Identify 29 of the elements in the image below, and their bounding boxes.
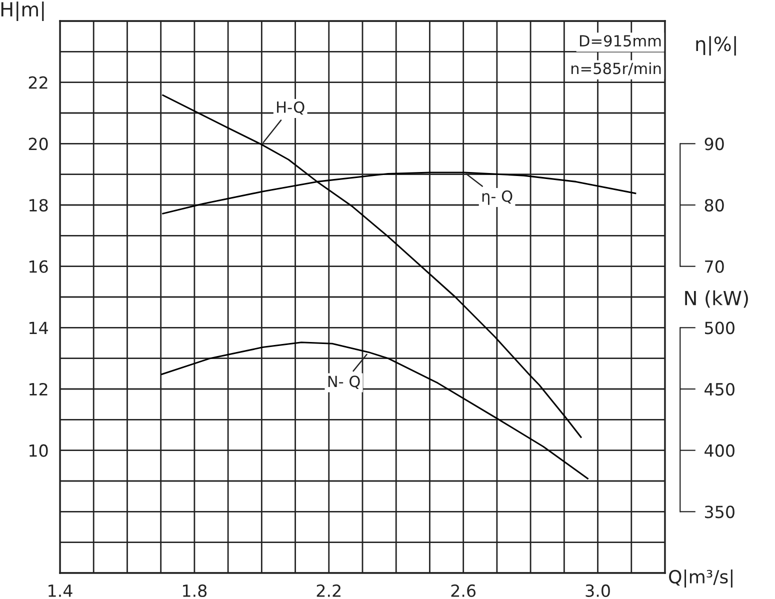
y2-tick-label: 90 [704,138,724,150]
y3-axis-title: N (kW) [685,290,748,308]
line-series [161,342,588,480]
y-axis-title: H|m| [1,2,44,21]
x-axis-title: Q|m³/s| [669,569,732,588]
y-tick-label: 20 [28,138,48,150]
y2-axis-title: η|%| [696,36,736,56]
y-tick-label: 12 [30,382,48,396]
x-tick-label: 3.0 [586,584,610,598]
y2-tick-label: 70 [705,260,724,273]
annotation: H-Q [277,101,304,115]
annotation: N- Q [328,376,360,389]
annotation: n=585r/min [571,62,661,76]
annotation: η- Q [482,190,512,205]
y3-tick-label: 400 [704,444,734,457]
y3-tick-label: 450 [704,382,734,396]
x-tick-label: 2.6 [451,584,476,598]
y-tick-label: 22 [28,76,48,89]
annotation: D=915mm [580,35,661,47]
y-tick-label: 10 [30,444,48,457]
y-tick-label: 14 [30,322,48,334]
x-tick-label: 2.2 [316,584,340,597]
y-tick-label: 18 [30,198,48,212]
x-tick-label: 1.4 [48,584,72,597]
y3-tick-label: 350 [705,506,734,518]
y3-tick-label: 500 [705,322,734,334]
y2-tick-label: 80 [704,198,724,212]
x-tick-label: 1.8 [183,584,207,598]
y-tick-label: 16 [30,260,48,273]
